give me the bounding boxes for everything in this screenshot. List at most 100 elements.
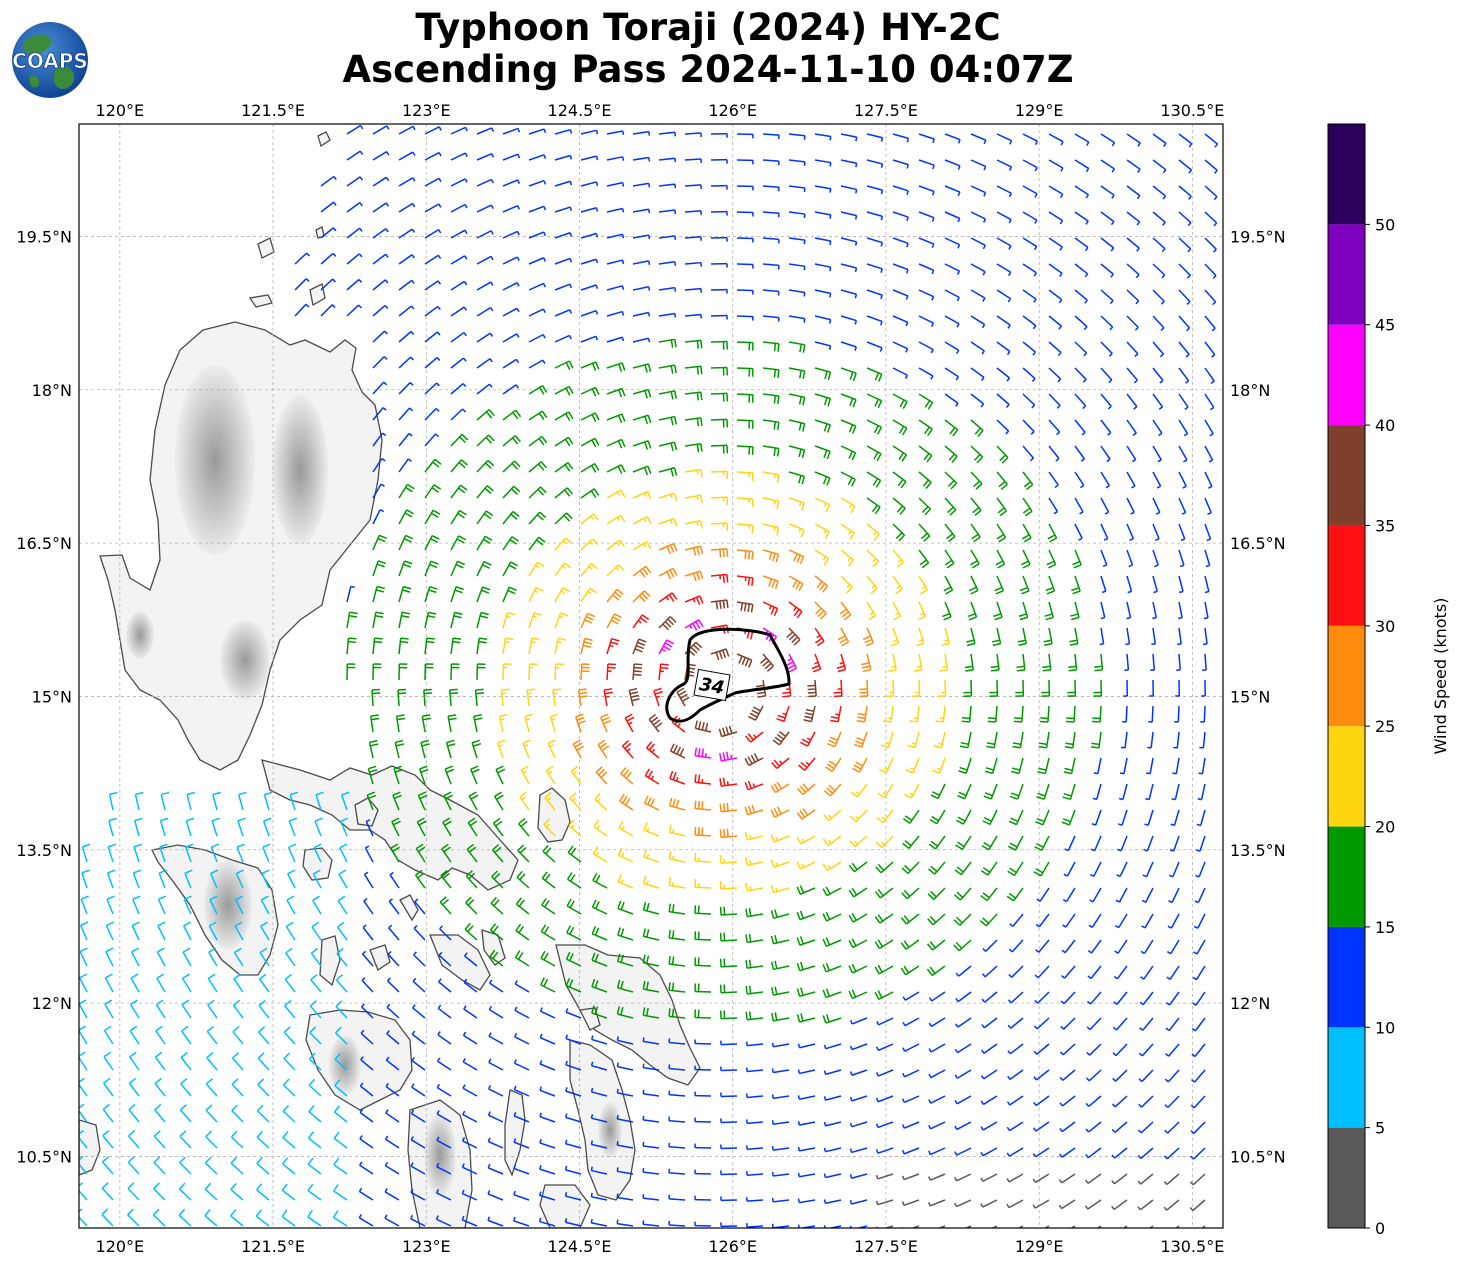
wind-barb bbox=[462, 1110, 478, 1123]
wind-barb bbox=[502, 358, 520, 369]
wind-barb bbox=[580, 361, 600, 371]
wind-barb bbox=[204, 1156, 218, 1175]
wind-barb bbox=[606, 637, 620, 655]
wind-barb bbox=[892, 445, 907, 462]
wind-barb bbox=[210, 843, 220, 863]
wind-barb bbox=[450, 357, 467, 369]
wind-barb bbox=[1137, 1173, 1154, 1185]
wind-barb bbox=[514, 980, 530, 993]
wind-barb bbox=[606, 564, 625, 577]
wind-barb bbox=[814, 367, 832, 381]
wind-barb bbox=[554, 637, 567, 655]
wind-barb bbox=[1189, 1173, 1206, 1186]
wind-barb bbox=[424, 228, 442, 239]
wind-barb bbox=[1178, 419, 1189, 437]
axis-ticks: 120°E120°E121.5°E121.5°E123°E123°E124.5°… bbox=[16, 101, 1285, 1256]
wind-barb bbox=[502, 586, 517, 603]
wind-barb bbox=[955, 835, 972, 851]
wind-barb bbox=[362, 924, 374, 941]
wind-barb bbox=[410, 1162, 426, 1175]
wind-barb bbox=[1152, 289, 1165, 305]
lon-tick-label-bottom: 129°E bbox=[1015, 1237, 1064, 1256]
wind-barb bbox=[814, 419, 831, 433]
wind-barb bbox=[420, 739, 430, 759]
wind-barb bbox=[398, 483, 415, 499]
wind-barb bbox=[230, 1209, 244, 1227]
wind-barb bbox=[642, 1168, 660, 1175]
wind-barb bbox=[154, 1051, 166, 1071]
wind-barb bbox=[980, 861, 998, 876]
wind-barb bbox=[127, 1208, 140, 1227]
wind-barb bbox=[1008, 835, 1024, 851]
wind-barb bbox=[1111, 1199, 1128, 1211]
wind-barb bbox=[963, 679, 973, 697]
romblon-island bbox=[319, 935, 341, 987]
wind-barb bbox=[788, 133, 806, 140]
wind-barb bbox=[1165, 991, 1180, 1006]
wind-barb bbox=[1178, 341, 1190, 358]
wind-barb bbox=[129, 1025, 140, 1045]
wind-barb bbox=[234, 921, 244, 941]
wind-barb bbox=[882, 705, 894, 723]
wind-barb bbox=[642, 954, 660, 967]
wind-barb bbox=[1178, 237, 1192, 253]
wind-barb bbox=[541, 897, 556, 915]
wind-barb bbox=[256, 1130, 270, 1149]
wind-barb bbox=[1100, 315, 1114, 331]
wind-barb bbox=[488, 1005, 504, 1019]
wind-barb bbox=[107, 843, 117, 863]
wind-barb bbox=[385, 1056, 400, 1071]
wind-barb bbox=[892, 497, 906, 515]
wind-barb bbox=[487, 1111, 504, 1123]
wind-barb bbox=[955, 965, 972, 977]
wind-barb bbox=[465, 896, 478, 915]
wind-barb bbox=[632, 516, 652, 525]
wind-barb bbox=[762, 497, 780, 510]
wind-barb bbox=[152, 1208, 166, 1227]
wind-barb bbox=[840, 367, 857, 382]
wind-barb bbox=[1146, 757, 1154, 775]
wind-barb bbox=[913, 653, 923, 672]
wind-barb bbox=[476, 358, 493, 369]
wind-barb bbox=[568, 818, 582, 837]
wind-barb bbox=[502, 307, 520, 317]
wind-barb bbox=[852, 757, 868, 773]
wind-barb bbox=[981, 991, 998, 1003]
wind-barb bbox=[372, 509, 385, 525]
wind-barb bbox=[384, 1214, 400, 1227]
wind-barb bbox=[1166, 965, 1180, 980]
wind-barb bbox=[1006, 887, 1024, 902]
wind-barb bbox=[771, 1068, 790, 1074]
wind-barb bbox=[415, 843, 426, 863]
wind-barb bbox=[796, 987, 816, 998]
wind-barb bbox=[1046, 549, 1057, 569]
wind-barb bbox=[450, 229, 468, 239]
wind-barb bbox=[134, 791, 144, 811]
wind-barb bbox=[565, 1034, 582, 1045]
wind-barb bbox=[1190, 1121, 1206, 1134]
wind-barb bbox=[237, 791, 247, 811]
wind-barb bbox=[528, 231, 547, 239]
colorbar-bin bbox=[1328, 124, 1365, 225]
wind-barb bbox=[814, 601, 827, 620]
wind-barb bbox=[710, 132, 728, 138]
lat-tick-label-right: 18°N bbox=[1230, 381, 1270, 400]
wind-barb bbox=[580, 463, 600, 473]
wind-barb bbox=[814, 211, 832, 219]
wind-barb bbox=[398, 611, 411, 629]
wind-barb bbox=[770, 884, 790, 894]
wind-barb bbox=[788, 601, 803, 619]
wind-barb bbox=[892, 159, 910, 169]
lat-tick-label-right: 12°N bbox=[1230, 994, 1270, 1013]
wind-barb bbox=[450, 611, 463, 629]
wind-barb bbox=[1007, 1069, 1024, 1080]
wind-barb bbox=[996, 497, 1008, 517]
wind-barb bbox=[1126, 601, 1132, 620]
wind-barb bbox=[970, 185, 987, 197]
wind-barb bbox=[231, 1052, 244, 1071]
wind-barb bbox=[334, 1079, 348, 1097]
wind-barb bbox=[840, 393, 857, 408]
wind-barb bbox=[439, 925, 452, 941]
wind-barb bbox=[1070, 601, 1080, 621]
wind-barb bbox=[710, 444, 729, 454]
